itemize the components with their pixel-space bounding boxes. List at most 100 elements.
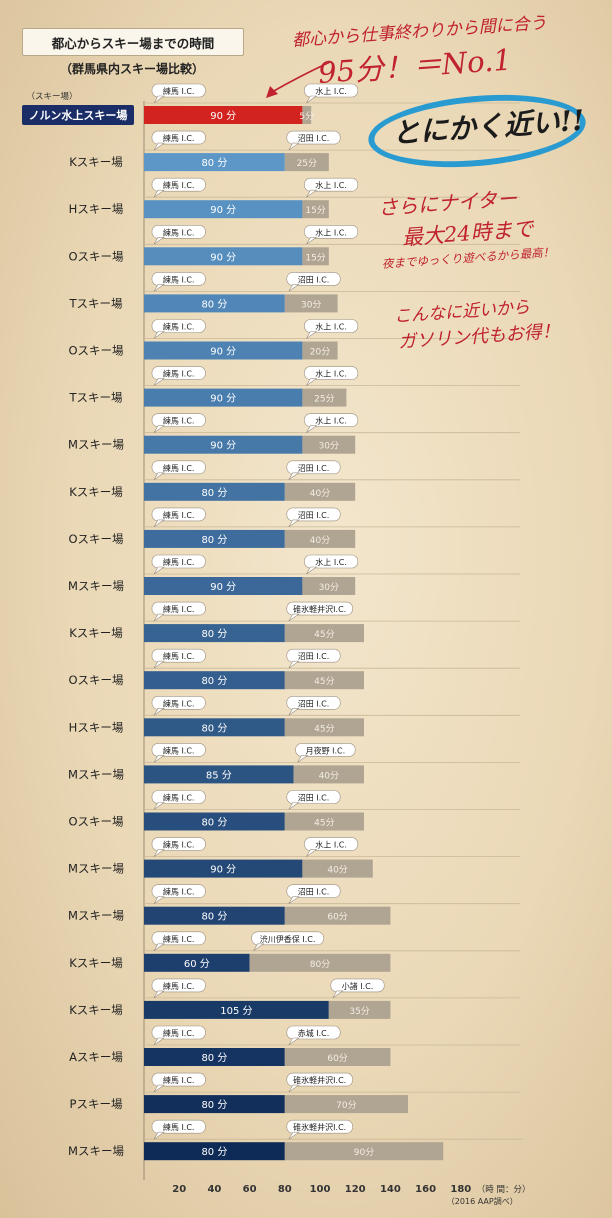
ic2-callout-bubble [304, 413, 359, 428]
ic2-callout-tail [288, 1131, 300, 1140]
ic2-callout-tail [288, 896, 300, 904]
category-header: （スキー場） [26, 91, 77, 102]
ic1-callout-bubble [151, 319, 206, 333]
bar-leg2-label: 35分 [349, 1006, 369, 1017]
category-label: Aスキー場 [69, 1050, 123, 1064]
ic2-callout-bubble [286, 601, 353, 616]
bar-leg1 [144, 529, 285, 548]
ic2-callout-tail [288, 802, 300, 810]
bar-leg1 [144, 482, 285, 501]
ic1-callout-bubble [151, 413, 206, 428]
bar-leg2-label: 40分 [310, 535, 330, 546]
ic2-callout-text: 沼田 I.C. [298, 699, 330, 708]
ic2-callout-bubble [330, 978, 385, 993]
bar-leg2 [284, 294, 338, 313]
bar-leg1-label: 90 分 [210, 864, 236, 876]
ic1-callout-text: 練馬 I.C. [163, 416, 195, 426]
ic1-callout-tail [153, 990, 165, 999]
bar-leg2 [284, 153, 329, 172]
ic2-callout-tail [288, 284, 300, 292]
bar-leg2-label: 30分 [301, 299, 321, 310]
ic1-callout-tail [153, 425, 165, 433]
category-label: Oスキー場 [68, 673, 124, 687]
bar-leg2-label: 40分 [310, 488, 330, 499]
bar-leg1 [144, 1095, 285, 1114]
ic1-callout-tail [153, 1131, 165, 1140]
bar-leg1 [144, 577, 303, 595]
bar-leg1 [144, 765, 294, 784]
bar-leg1-label: 105 分 [220, 1005, 252, 1017]
ic1-callout-tail [153, 378, 165, 386]
ic2-callout-text: 水上 I.C. [315, 369, 347, 379]
bar-leg2-label: 25分 [314, 394, 334, 405]
bar-leg2-label: 80分 [310, 959, 330, 970]
bar-leg1 [144, 341, 303, 360]
bar-leg1 [144, 859, 303, 878]
bar-leg1-label: 90 分 [210, 581, 236, 593]
x-tick-label: 80 [278, 1184, 292, 1195]
ic1-callout-tail [153, 660, 165, 669]
x-tick-label: 20 [172, 1184, 186, 1195]
category-label: Mスキー場 [68, 767, 124, 781]
ic1-callout-bubble [151, 884, 206, 899]
ic2-callout-text: 沼田 I.C. [298, 652, 330, 661]
x-unit-label: （時 間：分） [477, 1184, 531, 1195]
bar-leg1 [144, 200, 303, 219]
bar-leg2-label: 45分 [314, 629, 334, 640]
bar-leg1-label: 90 分 [210, 393, 236, 405]
ic1-callout-bubble [151, 225, 206, 239]
x-tick-label: 40 [207, 1184, 221, 1195]
ic1-callout-text: 練馬 I.C. [163, 840, 195, 850]
ic1-callout-text: 練馬 I.C. [163, 887, 195, 897]
ic1-callout-tail [153, 189, 165, 198]
ic2-callout-text: 水上 I.C. [315, 557, 347, 567]
ic2-callout-text: 沼田 I.C. [298, 134, 330, 143]
bar-leg2-label: 5分 [299, 111, 314, 122]
bar-leg2 [284, 812, 364, 831]
ic2-callout-tail [297, 755, 309, 763]
ic1-callout-bubble [151, 743, 206, 757]
ic1-callout-bubble [151, 601, 206, 616]
bar-leg1-label: 80 分 [201, 1052, 227, 1064]
ic1-callout-text: 練馬 I.C. [163, 133, 195, 143]
ic1-callout-text: 練馬 I.C. [163, 510, 195, 520]
bar-leg1-label: 80 分 [201, 911, 227, 923]
ic1-callout-tail [153, 142, 165, 151]
category-label: Hスキー場 [69, 720, 124, 734]
ic2-callout-bubble [286, 272, 341, 286]
ic1-callout-bubble [151, 83, 206, 98]
x-tick-label: 60 [243, 1184, 257, 1195]
category-label: Kスキー場 [69, 626, 123, 640]
ic1-callout-bubble [151, 695, 206, 710]
bar-leg1-label: 80 分 [201, 675, 227, 687]
ic1-callout-tail [153, 849, 165, 857]
ic1-callout-bubble [151, 554, 206, 569]
ic1-callout-bubble [151, 460, 206, 475]
bar-leg2 [328, 1000, 391, 1019]
ic2-callout-bubble [304, 837, 359, 851]
bar-leg2 [293, 765, 364, 784]
category-label: Tスキー場 [68, 391, 123, 405]
bar-leg2-label: 40分 [327, 865, 347, 876]
ic2-callout-tail [288, 613, 300, 622]
ic2-callout-bubble [304, 225, 359, 239]
bar-leg2 [284, 529, 356, 548]
category-label: Pスキー場 [70, 1097, 123, 1111]
bar-leg1 [144, 294, 285, 313]
bar-leg2 [284, 1048, 391, 1066]
ic1-callout-text: 練馬 I.C. [163, 793, 195, 803]
x-tick-label: 120 [345, 1184, 366, 1195]
ic2-callout-tail [288, 1084, 300, 1093]
bar-leg2-label: 60分 [327, 1053, 347, 1064]
bar-leg2-label: 25分 [297, 158, 317, 169]
category-label: Mスキー場 [68, 579, 124, 593]
category-label: Mスキー場 [68, 909, 124, 923]
ic2-callout-text: 水上 I.C. [315, 227, 347, 237]
ic1-callout-text: 練馬 I.C. [163, 651, 195, 661]
ic2-callout-text: 渋川伊香保 I.C. [260, 934, 316, 944]
bar-leg1 [144, 435, 303, 454]
bar-leg1 [144, 718, 285, 737]
bar-leg2 [284, 671, 364, 690]
ic2-callout-text: 水上 I.C. [315, 180, 347, 190]
ic2-callout-text: 赤城 I.C. [298, 1029, 330, 1038]
